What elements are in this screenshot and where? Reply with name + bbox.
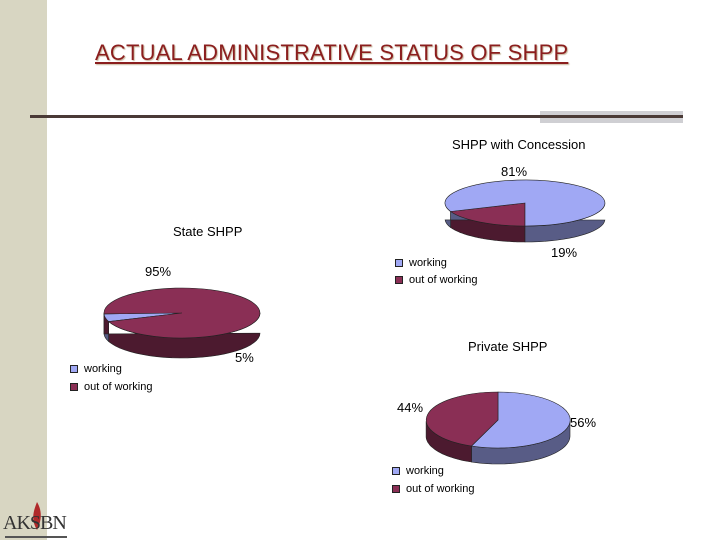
data-label-private-working: 56%	[570, 415, 597, 430]
chart-title-concession: SHPP with Concession	[452, 137, 586, 152]
chart-title-private: Private SHPP	[468, 339, 548, 354]
legend-concession-out: out of working	[395, 274, 477, 286]
aksbn-logo	[5, 502, 67, 538]
legend-swatch-working	[395, 259, 403, 267]
pie-2-slice-out-of-working	[425, 391, 499, 447]
legend-private-out: out of working	[392, 483, 474, 495]
legend-state-working: working	[70, 363, 122, 375]
legend-label: working	[84, 363, 122, 375]
data-label-concession-out: 19%	[551, 245, 578, 260]
side-decoration-strip	[0, 0, 47, 540]
legend-swatch-out	[392, 485, 400, 493]
logo-text: AKSBN	[3, 512, 67, 534]
legend-concession-working: working	[395, 257, 447, 269]
pie-0	[444, 179, 606, 243]
chart-title-state: State SHPP	[173, 224, 243, 239]
legend-swatch-out	[395, 276, 403, 284]
legend-swatch-out	[70, 383, 78, 391]
pie-1	[103, 287, 261, 359]
legend-private-working: working	[392, 465, 444, 477]
pie-0-slice-working	[444, 179, 606, 227]
legend-label: working	[406, 465, 444, 477]
page-title: ACTUAL ADMINISTRATIVE STATUS OF SHPP	[95, 40, 569, 65]
pie-1-slice-out-of-working	[103, 287, 261, 339]
pie-2-slice-working	[470, 391, 571, 449]
legend-label: out of working	[409, 274, 478, 286]
data-label-state-out: 95%	[145, 264, 172, 279]
legend-label: out of working	[84, 381, 153, 393]
legend-swatch-working	[392, 467, 400, 475]
pie-2	[425, 391, 571, 465]
legend-state-out: out of working	[70, 381, 152, 393]
data-label-state-working: 5%	[235, 350, 254, 365]
data-label-private-out: 44%	[397, 400, 424, 415]
legend-swatch-working	[70, 365, 78, 373]
data-label-concession-working: 81%	[501, 164, 528, 179]
title-divider	[30, 115, 683, 118]
legend-label: working	[409, 257, 447, 269]
legend-label: out of working	[406, 483, 475, 495]
pie-0-slice-out-of-working	[449, 202, 526, 227]
